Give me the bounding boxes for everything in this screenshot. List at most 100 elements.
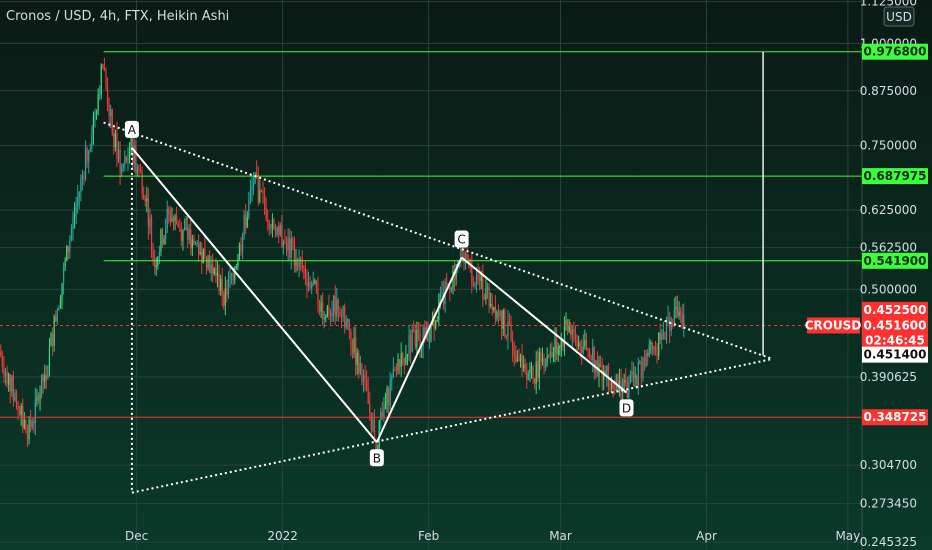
candle-body (251, 186, 253, 191)
candle-body (143, 193, 145, 199)
candle-body (187, 227, 189, 240)
candle-body (416, 330, 418, 347)
candle-body (576, 339, 578, 347)
candle-body (387, 388, 390, 406)
price-tick-label: 0.390625 (860, 370, 917, 384)
candle-body (8, 374, 10, 385)
level-price-tag: 0.541900 (863, 254, 926, 268)
candle-body (417, 330, 420, 333)
pattern-leg (375, 257, 463, 443)
candle-body (179, 227, 181, 229)
time-axis[interactable]: Dec 2022 Feb Mar Apr May (125, 529, 860, 543)
candle-body (409, 335, 412, 353)
candle-body (532, 366, 534, 379)
candle-body (359, 363, 361, 374)
candle-body (150, 217, 153, 251)
candle-body (645, 353, 647, 367)
candle-body (201, 251, 203, 264)
candle-body (548, 356, 550, 358)
candle-body (350, 331, 352, 348)
candle-body (523, 364, 525, 369)
candle-body (634, 375, 636, 379)
candle-body (276, 226, 278, 235)
candle-body (128, 152, 131, 159)
candle-body (521, 355, 523, 369)
candle-body (559, 346, 561, 348)
candle-body (51, 334, 54, 346)
time-tick-label: 2022 (267, 529, 298, 543)
candle-body (37, 396, 40, 402)
candle-body (537, 361, 539, 378)
candle-body (403, 358, 405, 364)
candle-body (398, 358, 401, 367)
candle-body (17, 402, 19, 411)
candle-body (9, 374, 11, 392)
candle-body (336, 299, 338, 317)
candle-body (479, 278, 481, 282)
level-price-tag: 0.348725 (863, 410, 926, 424)
level-price-tag: 0.976800 (863, 45, 926, 59)
candle-body (110, 109, 112, 117)
trend-line-dotted (103, 121, 773, 360)
candle-body (383, 409, 385, 417)
candle-body (240, 244, 242, 252)
candle-body (466, 254, 468, 259)
candle-body (221, 278, 223, 295)
candle-body (538, 352, 540, 378)
candle-body (227, 278, 230, 296)
candle-body (29, 420, 32, 427)
candle-body (53, 316, 55, 346)
candle-body (345, 321, 347, 328)
currency-badge[interactable] (883, 6, 915, 27)
candle-body (513, 353, 515, 356)
candle-body (111, 109, 113, 134)
candle-body (138, 167, 140, 171)
candle-body (185, 227, 187, 229)
candle-body (245, 215, 247, 228)
candle-body (571, 329, 573, 335)
candle-body (362, 375, 365, 383)
candle-body (0, 351, 2, 357)
price-tick-label: 0.625000 (860, 203, 917, 217)
candle-body (408, 335, 410, 354)
candle-body (204, 248, 206, 260)
candle-body (94, 113, 96, 117)
candle-body (292, 238, 294, 241)
candle-body (490, 303, 492, 307)
candle-body (133, 145, 135, 164)
candle-body (582, 346, 584, 353)
candle-body (603, 370, 605, 381)
price-tick-label: 0.273450 (860, 497, 917, 511)
candle-body (680, 311, 682, 314)
time-tick-label: May (835, 529, 860, 543)
chart-title: Cronos / USD, 4h, FTX, Heikin Ashi (6, 9, 229, 24)
candle-body (106, 86, 109, 106)
candle-body (541, 358, 544, 362)
candle-body (402, 353, 404, 359)
candle-body (373, 420, 376, 442)
candle-body (337, 299, 339, 311)
candle-body (610, 382, 613, 389)
candle-body (615, 374, 617, 391)
candle-body (629, 375, 632, 383)
candle-body (256, 172, 258, 176)
candle-body (205, 259, 208, 268)
candle-body (397, 358, 399, 371)
candle-body (395, 369, 398, 371)
candle-body (42, 374, 44, 382)
candle-body (130, 138, 132, 153)
candle-body (66, 246, 68, 261)
price-axis[interactable]: 1.1250001.0000000.8750000.7500000.625000… (860, 0, 917, 550)
candle-body (166, 208, 168, 229)
candle-body (199, 251, 201, 255)
candle-body (636, 375, 638, 387)
candle-body (223, 294, 225, 306)
candle-body (317, 288, 319, 304)
candle-body (259, 190, 261, 203)
candle-body (144, 198, 146, 202)
price-tick-label: 0.245325 (860, 535, 917, 549)
candle-body (284, 240, 286, 243)
candle-body (117, 150, 120, 160)
candle-body (267, 219, 269, 223)
point-label-bg (619, 399, 634, 417)
